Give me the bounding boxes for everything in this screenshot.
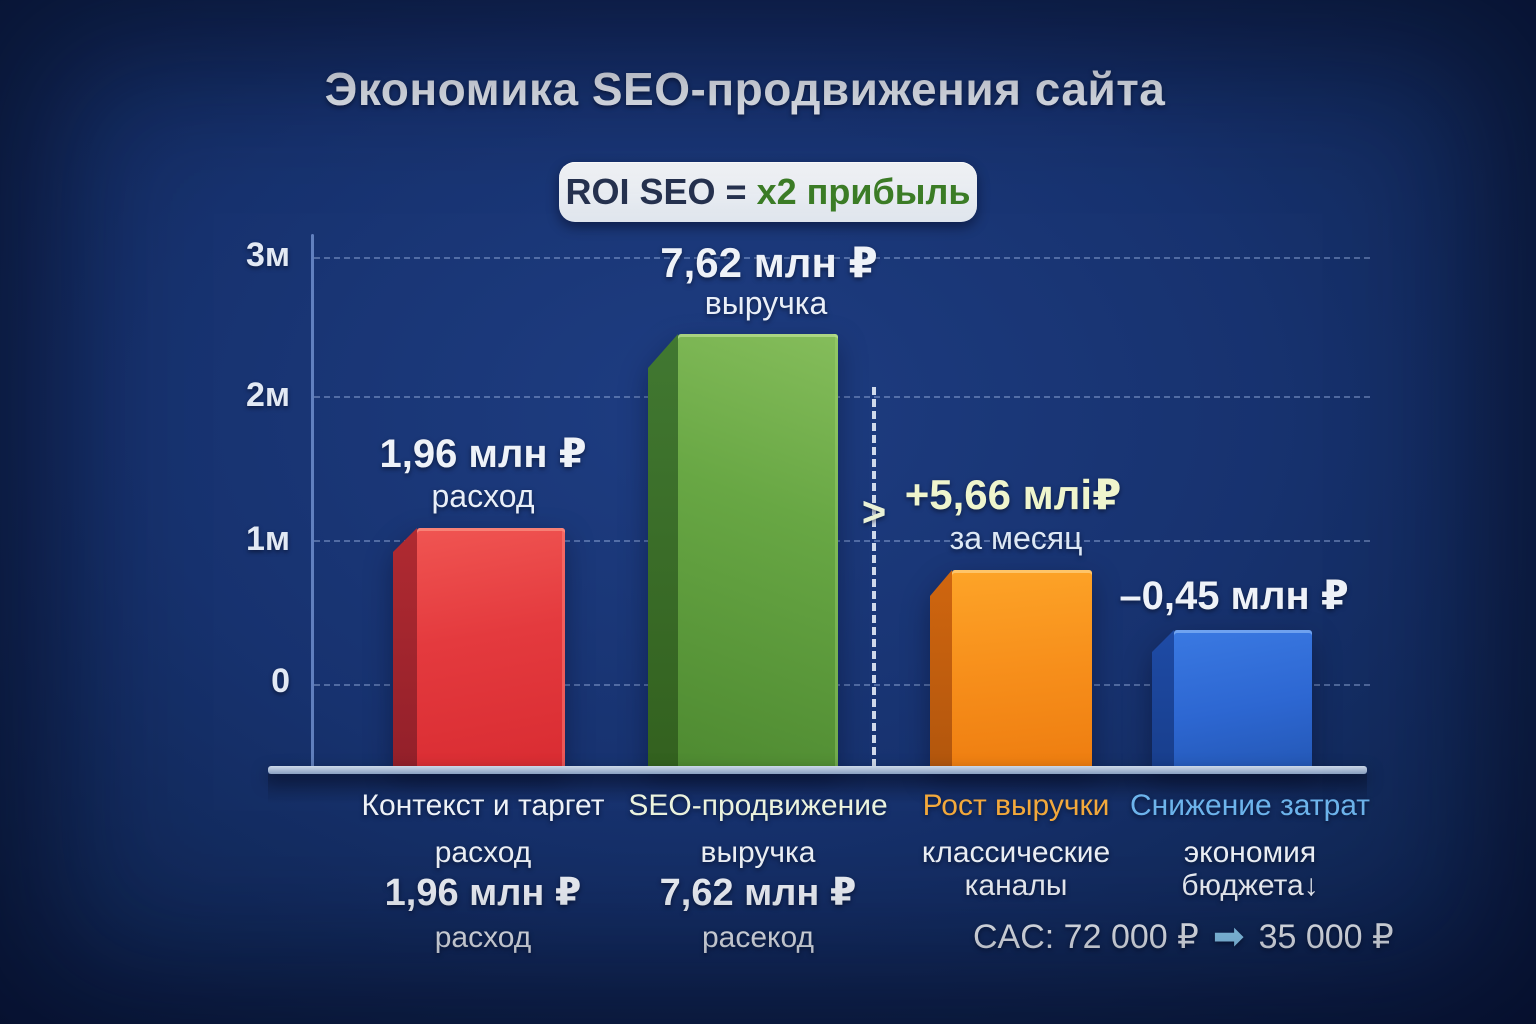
bar-side-face	[1152, 630, 1174, 768]
cac-metric: CAC: 72 000 ₽ ➡ 35 000 ₽	[973, 917, 1394, 957]
dashed-divider-line	[872, 387, 876, 767]
bar-side-face	[648, 334, 678, 768]
column-context-line: расход	[434, 836, 532, 869]
column-growth-line: классические	[921, 836, 1111, 869]
column-title-seo: SEO-продвижение	[628, 789, 888, 822]
cac-after-value: 35 000 ₽	[1258, 918, 1394, 956]
bar-front-face	[1174, 630, 1312, 768]
x-axis-baseline	[268, 766, 1367, 774]
bar-context-spend	[393, 528, 565, 768]
column-savings-line: бюджета↓	[1181, 869, 1319, 902]
column-title-savings: Снижение затрат	[1129, 789, 1371, 822]
bar-revenue-growth	[930, 570, 1092, 768]
column-seo-amount: 7,62 млн ₽	[659, 872, 857, 914]
bar-front-face	[678, 334, 838, 768]
column-seo-line: расекод	[701, 921, 815, 954]
bar-cost-savings	[1152, 630, 1312, 768]
gridline-3m	[314, 257, 1370, 259]
monthly-gain-metric: за месяц	[949, 520, 1083, 556]
column-savings-line: экономия	[1183, 836, 1317, 869]
y-axis-tick-0: 0	[271, 662, 290, 700]
context-spend-value: 1,96 млн ₽	[379, 432, 587, 476]
column-context-line: расход	[434, 921, 532, 954]
roi-badge-label: ROI SEO =	[565, 171, 747, 212]
savings-value: –0,45 млн ₽	[1119, 574, 1349, 618]
y-axis-tick-1m: 1м	[245, 520, 290, 558]
seo-revenue-value: 7,62 млн ₽	[660, 239, 878, 286]
seo-revenue-metric: выручка	[704, 285, 828, 321]
baseline-shadow	[268, 774, 1367, 804]
column-title-growth: Рост выручки	[922, 789, 1110, 822]
context-spend-metric: расход	[431, 478, 535, 514]
roi-badge-value: x2 прибыль	[756, 171, 971, 212]
gridline-1m	[314, 540, 1370, 542]
cac-before-value: CAC: 72 000 ₽	[973, 918, 1199, 956]
arrow-right-icon: ➡	[1212, 916, 1245, 958]
gridline-0	[314, 684, 1370, 686]
y-axis-tick-3m: 3м	[245, 236, 290, 274]
column-seo-line: выручка	[700, 836, 816, 869]
bar-side-face	[930, 570, 952, 768]
monthly-gain-value: +5,66 млі₽	[904, 471, 1122, 518]
y-axis-line	[311, 234, 314, 770]
bar-seo-revenue	[648, 334, 838, 768]
chart-title: Экономика SEO-продвижения сайта	[324, 63, 1166, 115]
bar-side-face	[393, 528, 417, 768]
bar-front-face	[952, 570, 1092, 768]
roi-badge: ROI SEO = x2 прибыль	[559, 162, 977, 222]
gridline-2m	[314, 396, 1370, 398]
bar-front-face	[417, 528, 565, 768]
column-title-context: Контекст и таргет	[361, 789, 605, 822]
chevron-right-icon: >	[861, 488, 887, 535]
column-growth-line: каналы	[964, 869, 1068, 902]
column-context-amount: 1,96 млн ₽	[384, 872, 582, 914]
y-axis-tick-2m: 2м	[245, 376, 290, 414]
